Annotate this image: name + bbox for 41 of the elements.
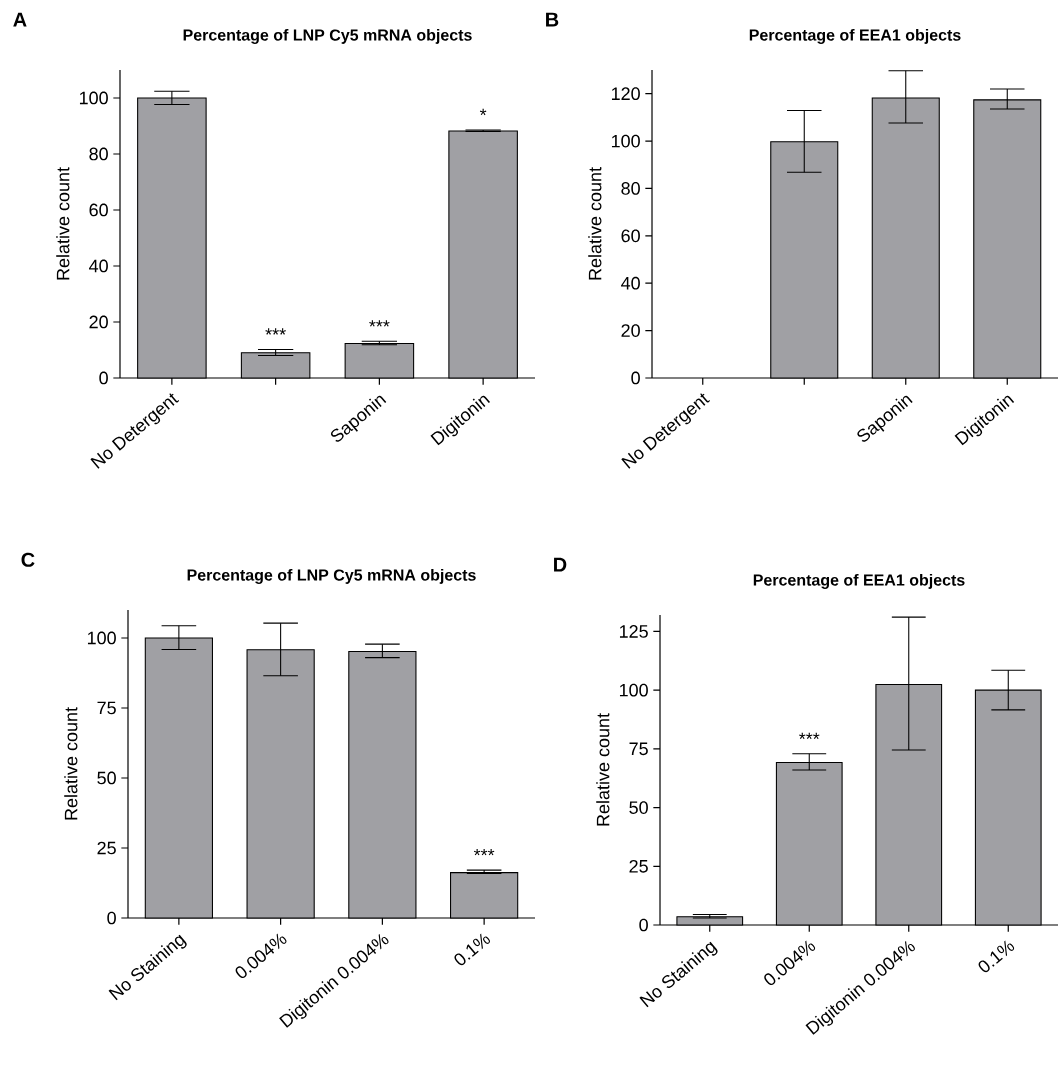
- y-tick-label: 0: [639, 918, 648, 932]
- y-tick-label: 0: [107, 911, 116, 925]
- y-tick-label: 100: [79, 91, 108, 105]
- y-tick-label: 40: [89, 259, 108, 273]
- y-tick-label: 20: [89, 315, 108, 329]
- data-label: *: [479, 108, 487, 116]
- y-tick-label: 100: [611, 134, 640, 148]
- chart-title: Percentage of LNP Cy5 mRNA objects: [183, 28, 472, 44]
- y-tick-label: 0: [631, 371, 640, 385]
- y-tick-label: 0: [99, 371, 108, 385]
- y-tick-label: 80: [621, 182, 640, 195]
- y-tick-label: 75: [97, 701, 116, 715]
- chart-title: Percentage of EEA1 objects: [753, 573, 965, 589]
- y-tick-label: 40: [621, 276, 640, 290]
- y-axis-title: Relative count: [596, 713, 610, 826]
- y-tick-label: 100: [619, 683, 648, 697]
- y-axis-title: Relative count: [64, 707, 78, 820]
- y-tick-label: 80: [89, 147, 108, 161]
- y-tick-label: 75: [629, 742, 648, 756]
- y-tick-label: 25: [629, 859, 648, 873]
- chart-title: Percentage of LNP Cy5 mRNA objects: [187, 568, 476, 584]
- data-label: ***: [799, 732, 820, 740]
- y-axis-title: Relative count: [588, 167, 602, 280]
- y-tick-label: 125: [619, 625, 648, 638]
- y-tick-label: 50: [97, 771, 116, 785]
- data-label: ***: [265, 328, 286, 335]
- y-tick-label: 100: [87, 631, 116, 645]
- text: C: [21, 552, 35, 567]
- y-tick-label: 25: [97, 841, 116, 855]
- chart-title: Percentage of EEA1 objects: [749, 28, 961, 44]
- y-tick-label: 60: [89, 203, 108, 217]
- y-tick-label: 120: [611, 87, 640, 101]
- y-axis-title: Relative count: [56, 167, 70, 280]
- text: B: [546, 12, 559, 27]
- y-tick-label: 60: [621, 229, 640, 243]
- text: A: [13, 12, 27, 27]
- y-tick-label: 20: [621, 324, 640, 337]
- y-tick-label: 50: [629, 801, 648, 814]
- text: D: [554, 557, 567, 572]
- data-label: ***: [369, 320, 390, 327]
- data-label: ***: [473, 849, 495, 856]
